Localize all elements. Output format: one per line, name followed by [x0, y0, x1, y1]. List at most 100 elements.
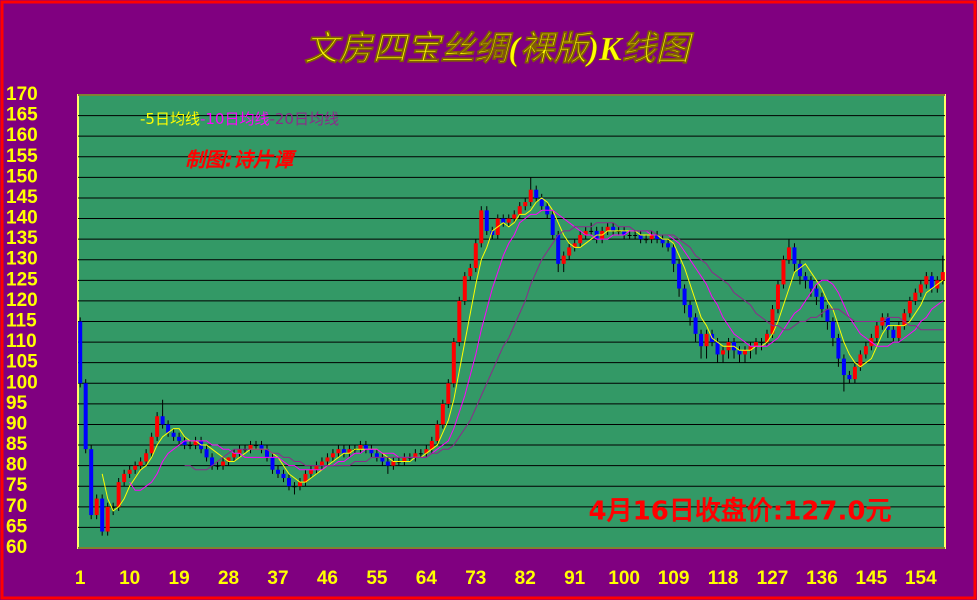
candle-body — [715, 342, 720, 355]
candle-body — [292, 486, 297, 488]
candle-body — [446, 383, 451, 404]
candle-body — [391, 461, 396, 466]
candle-body — [424, 449, 429, 454]
candle-body — [330, 453, 335, 458]
candle-body — [473, 243, 478, 268]
y-tick-label: 145 — [6, 187, 38, 208]
candle-body — [699, 333, 704, 347]
candle-body — [319, 461, 324, 466]
legend: -5日均线-10日均线-20日均线 — [140, 110, 339, 128]
y-tick-label: 100 — [6, 372, 38, 393]
candle-body — [462, 276, 467, 301]
candle-body — [891, 329, 896, 338]
y-tick-label: 150 — [6, 166, 38, 187]
x-tick-label: 46 — [317, 568, 338, 589]
candle-body — [775, 284, 780, 310]
candle-body — [105, 506, 110, 532]
legend-entry: -5日均线 — [140, 110, 200, 128]
candle-body — [210, 457, 215, 466]
candle-body — [402, 457, 407, 462]
candle-body — [303, 473, 308, 483]
candle-body — [149, 436, 154, 454]
x-tick-label: 145 — [856, 568, 888, 589]
y-tick-label: 120 — [6, 290, 38, 311]
candle-body — [885, 317, 890, 330]
candle-body — [682, 288, 687, 306]
x-tick-label: 154 — [905, 568, 937, 589]
candle-body — [655, 235, 660, 240]
candle-body — [814, 288, 819, 297]
y-tick-label: 170 — [6, 84, 38, 105]
candle-body — [440, 403, 445, 425]
candle-body — [704, 333, 709, 347]
candle-body — [270, 457, 275, 470]
candle-body — [688, 305, 693, 318]
y-tick-label: 70 — [6, 496, 27, 517]
candle-body — [852, 366, 857, 380]
candle-body — [237, 449, 242, 454]
candle-body — [627, 235, 632, 237]
y-tick-label: 105 — [6, 352, 38, 373]
grid — [78, 94, 945, 549]
x-tick-label: 100 — [608, 568, 640, 589]
candle-body — [111, 506, 116, 508]
candle-body — [144, 453, 149, 462]
candle-body — [721, 350, 726, 355]
x-tick-label: 10 — [119, 568, 140, 589]
candle-body — [166, 424, 171, 433]
candle-body — [160, 416, 165, 425]
candle-body — [490, 230, 495, 236]
y-tick-label: 115 — [6, 311, 37, 332]
x-tick-label: 64 — [416, 568, 438, 589]
candle-body — [589, 230, 594, 232]
x-tick-label: 37 — [267, 568, 288, 589]
candle-body — [907, 300, 912, 314]
x-tick-label: 73 — [465, 568, 486, 589]
candle-body — [457, 300, 462, 343]
candle-body — [259, 445, 264, 450]
x-tick-label: 82 — [515, 568, 536, 589]
candle-body — [874, 325, 879, 338]
candle-body — [94, 498, 99, 516]
candle-body — [836, 337, 841, 359]
candle-body — [764, 333, 769, 343]
candle-body — [182, 440, 187, 446]
candle-body — [578, 235, 583, 244]
candle-body — [363, 445, 368, 450]
candle-body — [534, 189, 539, 198]
candle-body — [78, 321, 83, 384]
y-tick-label: 155 — [6, 146, 38, 167]
candle-body — [539, 197, 544, 207]
candle-body — [188, 445, 193, 447]
candle-body — [605, 226, 610, 231]
candle-body — [435, 424, 440, 441]
y-tick-label: 110 — [6, 331, 37, 352]
candle-body — [644, 239, 649, 241]
candle-body — [275, 469, 280, 474]
candle-body — [336, 449, 341, 454]
candle-body — [830, 321, 835, 338]
candle-body — [611, 226, 616, 231]
y-tick-label: 75 — [6, 475, 28, 496]
candle-body — [369, 449, 374, 454]
candle-body — [193, 440, 198, 446]
candle-body — [753, 342, 758, 347]
candle-body — [561, 255, 566, 264]
y-tick-label: 65 — [6, 516, 28, 537]
candle-body — [863, 346, 868, 355]
candle-body — [380, 457, 385, 462]
candle-body — [572, 243, 577, 248]
annotation: 4月16日收盘价:127.0元 — [589, 496, 892, 527]
candle-body — [556, 235, 561, 264]
candle-body — [517, 206, 522, 215]
candle-body — [660, 239, 665, 244]
candle-body — [83, 383, 88, 450]
candle-body — [254, 445, 259, 447]
marks — [78, 177, 945, 536]
candle-body — [215, 465, 220, 467]
candle-body — [638, 235, 643, 240]
candle-body — [248, 445, 253, 450]
candle-body — [797, 263, 802, 277]
moving-average-line — [129, 209, 944, 491]
candle-body — [89, 449, 94, 516]
